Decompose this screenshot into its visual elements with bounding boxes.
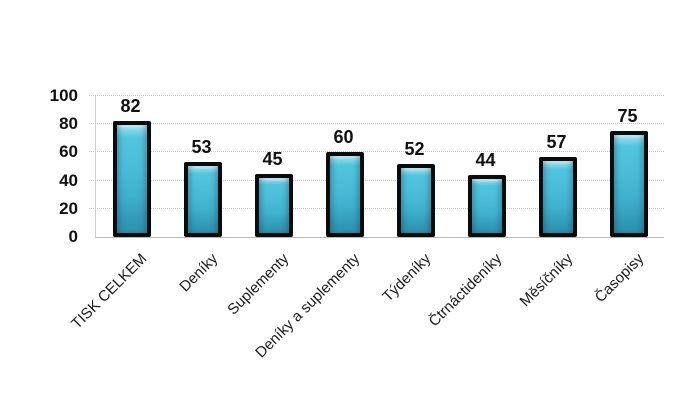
y-axis-tick-label: 100: [49, 86, 78, 105]
gridline: [89, 207, 664, 209]
x-axis-category-label: Týdeníky: [378, 250, 434, 306]
y-axis-tick-label: 60: [59, 142, 78, 162]
y-axis-tick-label: 20: [59, 198, 78, 218]
x-axis-category-label: Měsíčníky: [516, 250, 576, 311]
gridline: [89, 151, 664, 153]
bar: [112, 121, 151, 237]
bar-value-label: 44: [475, 149, 496, 170]
bar-value-label: 60: [333, 127, 354, 148]
bar: [254, 173, 293, 237]
bar: [325, 152, 364, 237]
bar: [609, 131, 648, 237]
y-axis-tick-label: 40: [59, 170, 78, 190]
gridline: [89, 179, 664, 181]
bar-value-label: 52: [404, 138, 425, 159]
x-axis-category-label: Suplementy: [223, 250, 292, 319]
x-axis-category-label: TISK CELKEM: [67, 250, 150, 333]
bar-value-label: 82: [120, 96, 141, 117]
y-axis-tick-label: 0: [68, 227, 78, 246]
x-axis-category-label: Deníky: [175, 250, 221, 296]
bar: [396, 163, 435, 237]
y-axis-tick-label: 80: [59, 114, 78, 134]
gridline: [89, 123, 664, 125]
bar-value-label: 57: [546, 131, 567, 152]
x-axis-category-label: Časopisy: [591, 250, 647, 306]
bar-value-label: 75: [617, 106, 638, 127]
x-axis-category-label: Čtrnáctideníky: [424, 250, 505, 331]
bar: [183, 162, 222, 237]
bar-value-label: 53: [191, 137, 212, 158]
bar-value-label: 45: [262, 148, 283, 169]
plot-area: [89, 95, 664, 238]
gridline: [89, 95, 664, 96]
x-axis-category-label: Deníky a suplementy: [251, 250, 363, 362]
bar: [467, 174, 506, 237]
bar: [538, 156, 577, 237]
